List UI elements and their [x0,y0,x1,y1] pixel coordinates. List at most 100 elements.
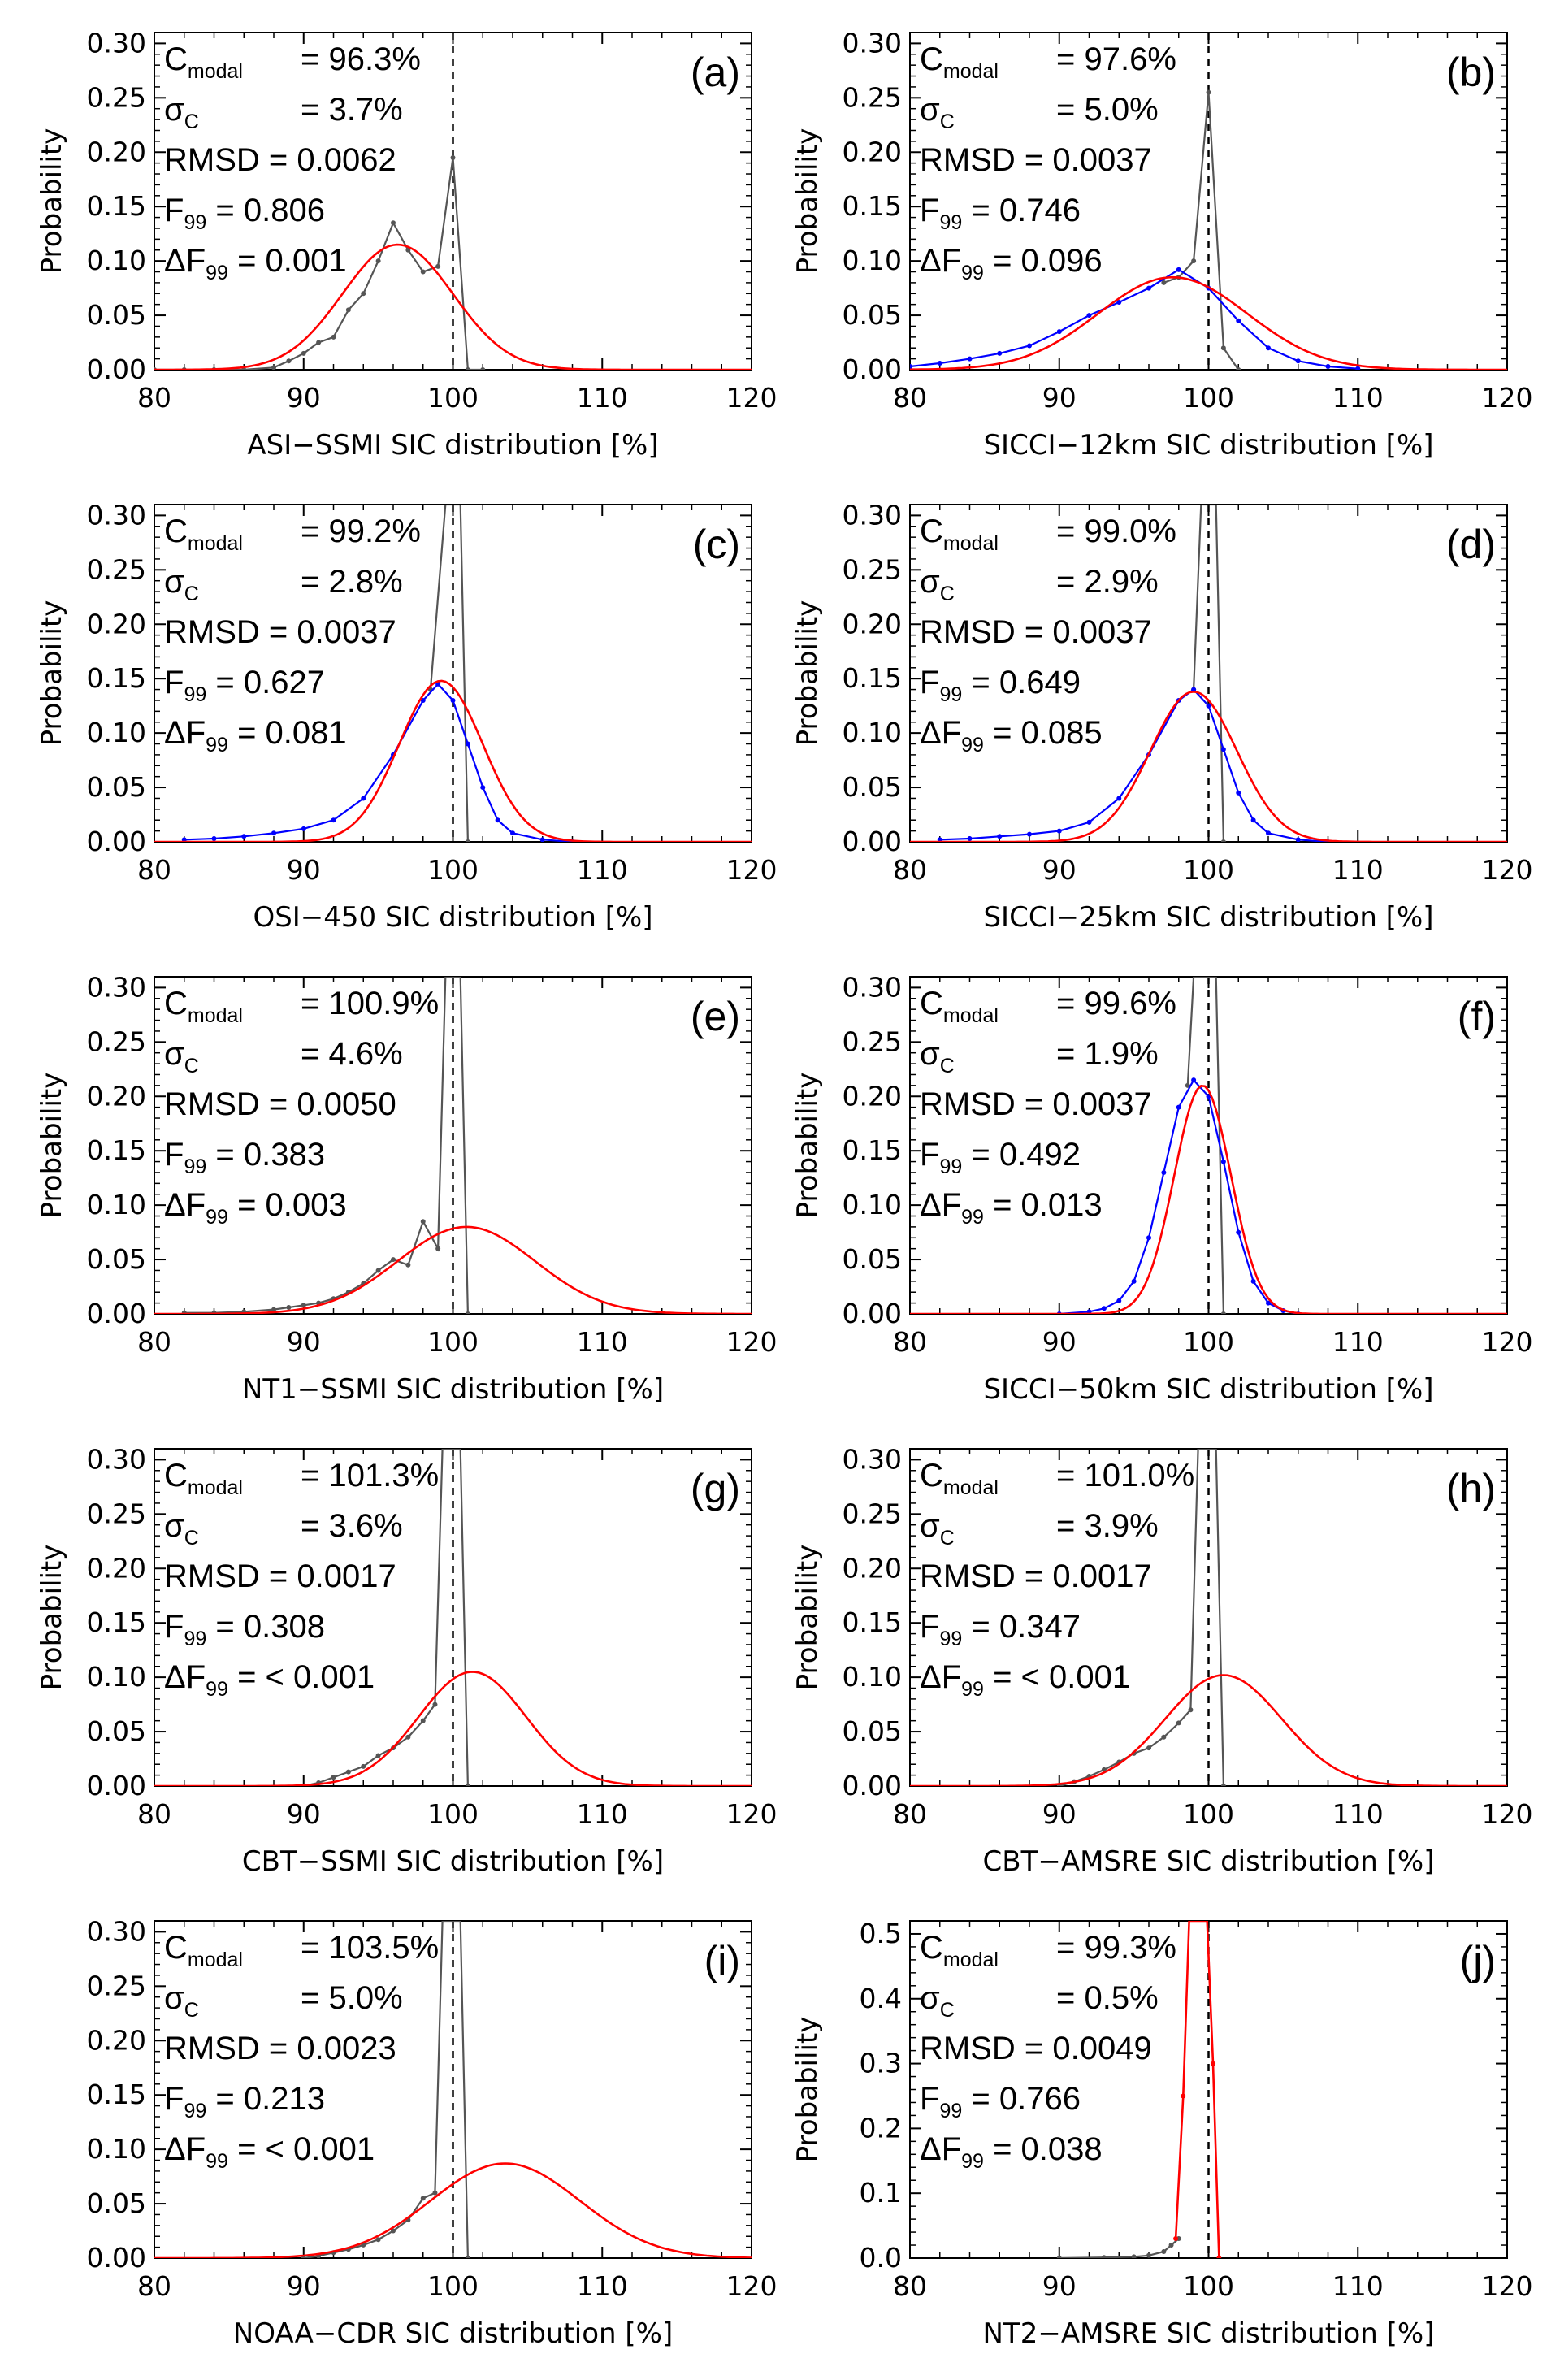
series-comparison-point [1027,831,1032,837]
x-axis-label: NT2−AMSRE SIC distribution [%] [983,2317,1435,2350]
stat-symbol-sigma: σ [920,92,940,128]
y-tick-label: 0.2 [860,2112,902,2144]
series-empirical-point [465,1311,470,1314]
stat-rmsd: RMSD = 0.0037 [164,614,396,650]
stat-f99-value: = 0.649 [962,665,1081,700]
x-tick-label: 110 [1332,854,1384,886]
series-comparison-point [1236,1229,1242,1235]
x-axis-label: CBT−AMSRE SIC distribution [%] [983,1845,1435,1878]
series-fit-point [1173,2236,1179,2242]
y-tick-label: 0.25 [87,1498,146,1529]
x-tick-label: 90 [1042,1798,1077,1830]
x-tick-label: 80 [893,382,927,414]
stat-sigma: σC = 0.5% [920,1980,1159,2022]
series-fit-point [1181,2093,1186,2099]
stat-sigma: σC = 3.6% [164,1508,403,1550]
stat-rmsd: RMSD = 0.0049 [920,2031,1152,2066]
stat-df99: ΔF99 = 0.096 [920,243,1103,284]
series-empirical-point [391,1257,396,1263]
stat-subscript: modal [188,1004,243,1027]
stat-subscript: 99 [184,2100,206,2122]
series-comparison-point [301,826,306,831]
series-peak-line [1164,92,1240,370]
stat-subscript: 99 [961,2150,984,2173]
x-tick-label: 90 [1042,2270,1077,2302]
y-tick-label: 0.15 [843,1134,902,1166]
series-fit-line [910,1084,1507,1314]
stat-cmodal-value: = 99.2% [301,514,421,549]
stat-symbol-f: F [164,193,184,228]
x-axis-label: CBT−SSMI SIC distribution [%] [242,1845,664,1878]
plot-area [910,33,1507,370]
y-tick-label: 0.05 [87,1715,146,1747]
series-comparison-point [967,835,973,841]
plot-area [1056,1921,1222,2258]
x-tick-label: 90 [287,1326,321,1358]
stat-symbol-f: F [164,2081,184,2117]
stat-cmodal: Cmodal = 99.2% [164,514,421,555]
stat-symbol-df: ΔF [920,2131,961,2167]
stat-symbol-df: ΔF [164,715,206,751]
series-comparison-point [1086,819,1092,825]
y-tick-label: 0.00 [87,353,146,385]
x-tick-label: 110 [1332,1798,1384,1830]
stat-symbol-sigma: σ [920,564,940,600]
stat-subscript: 99 [184,683,206,706]
x-axis-label: ASI−SSMI SIC distribution [%] [247,429,658,462]
y-tick-label: 0.25 [87,1970,146,2001]
x-tick-label: 80 [893,2270,927,2302]
series-peak-line [1193,505,1224,842]
panel-label: (g) [691,1466,740,1511]
y-tick-label: 0.20 [843,1552,902,1584]
y-tick-label: 0.20 [843,608,902,639]
y-tick-label: 0.10 [843,1661,902,1693]
y-axis-label: Probability [791,2017,824,2163]
y-tick-label: 0.3 [860,2048,902,2079]
stat-subscript: 99 [184,1628,206,1650]
stat-df99: ΔF99 = 0.085 [920,715,1103,756]
series-empirical-line [1059,1449,1224,1786]
series-comparison-point [1116,300,1122,305]
stat-f99-value: = 0.308 [206,1609,325,1645]
chart-panel-j: 80 90 100 110 120 0.0 0.1 0.2 0.3 0.4 0.5 NT2−AMSRE… [791,1918,1533,2350]
stat-cmodal-value: = 97.6% [1056,41,1176,77]
series-comparison-point [1191,1077,1197,1083]
series-empirical-point [375,1268,381,1273]
y-tick-label: 0.05 [843,1243,902,1275]
stat-sigma: σC = 2.8% [164,564,403,605]
y-axis-label: Probability [36,600,68,747]
panel-label: (c) [693,522,740,567]
stat-subscript: 99 [184,211,206,234]
series-empirical-point [331,334,336,340]
stat-rmsd: RMSD = 0.0023 [164,2031,396,2066]
y-tick-label: 0.10 [87,245,146,276]
stat-subscript: 99 [206,734,228,756]
stat-df99: ΔF99 = 0.081 [164,715,347,756]
stat-df99: ΔF99 = 0.038 [920,2131,1103,2173]
series-empirical-line [303,1449,469,1786]
y-tick-label: 0.30 [843,1443,902,1475]
series-empirical-point [480,367,486,370]
stat-sigma: σC = 3.7% [164,92,403,133]
stat-subscript: modal [943,532,999,555]
series-peak-point [1220,1311,1226,1314]
series-empirical-point [405,1734,411,1740]
x-tick-label: 80 [137,1326,171,1358]
stat-f99-value: = 0.746 [962,193,1081,228]
chart-panel-e: 80 90 100 110 120 0.00 0.05 0.10 0.15 0.20 0.25 0.3… [36,971,778,1406]
y-tick-label: 0.10 [87,2133,146,2165]
plot-area [154,505,752,842]
series-comparison-point [1146,1235,1151,1241]
series-comparison-line [184,683,573,842]
y-tick-label: 0.25 [87,553,146,585]
stat-df99-value: = 0.081 [228,715,347,751]
x-axis-label: SICCI−12km SIC distribution [%] [983,429,1433,462]
plot-area [910,505,1507,842]
x-tick-label: 110 [1332,1326,1384,1358]
stat-sigma: σC = 5.0% [920,92,1159,133]
series-empirical-point [436,1246,441,1251]
x-tick-label: 90 [287,854,321,886]
y-axis-label: Probability [791,128,824,275]
series-empirical-point [465,367,470,370]
series-comparison-point [1101,1306,1107,1311]
